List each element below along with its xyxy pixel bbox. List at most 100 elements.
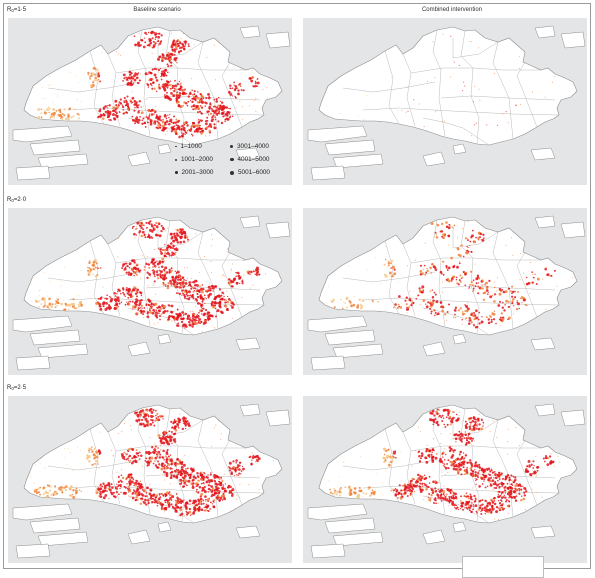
case-dot <box>450 280 453 282</box>
case-dot <box>180 106 183 109</box>
case-dot <box>416 484 419 486</box>
case-dot <box>142 310 146 313</box>
case-dot <box>213 427 215 429</box>
case-dot <box>141 38 143 41</box>
case-dot <box>430 501 432 503</box>
case-dot <box>169 494 171 496</box>
case-dot <box>237 474 239 475</box>
case-dot <box>170 127 172 129</box>
case-dot <box>119 292 122 295</box>
case-dot <box>48 484 51 487</box>
case-dot <box>221 298 224 301</box>
case-dot <box>164 95 167 99</box>
case-dot <box>198 311 200 314</box>
case-dot <box>467 250 470 253</box>
case-dot <box>160 273 162 275</box>
case-dot <box>175 285 179 289</box>
case-dot <box>131 259 135 263</box>
case-dot <box>452 465 454 467</box>
case-dot <box>453 309 457 312</box>
case-dot <box>167 466 169 469</box>
case-dot <box>104 494 108 497</box>
legend-dot <box>230 170 234 175</box>
case-dot <box>97 298 100 300</box>
case-dot <box>164 277 168 280</box>
case-dot <box>146 315 150 319</box>
case-dot <box>227 67 229 69</box>
case-dot <box>453 61 455 63</box>
case-dot <box>208 481 211 484</box>
offshore-landmass <box>452 143 467 155</box>
case-dot <box>449 424 451 426</box>
case-dot <box>132 491 135 494</box>
case-dot <box>145 226 148 229</box>
case-dot <box>143 419 145 421</box>
case-dot <box>196 288 198 290</box>
case-dot <box>226 290 228 292</box>
case-dot <box>160 34 163 37</box>
case-dot <box>176 85 178 87</box>
case-dot <box>526 465 529 468</box>
case-dot <box>134 460 137 463</box>
case-dot <box>120 491 122 494</box>
case-dot <box>136 267 140 271</box>
case-dot <box>444 495 447 498</box>
case-dot <box>173 115 175 118</box>
case-dot <box>131 496 135 500</box>
case-dot <box>155 68 158 71</box>
case-dot <box>169 460 171 462</box>
case-dot <box>478 88 480 90</box>
case-dot <box>500 481 504 485</box>
offshore-landmass <box>310 543 346 559</box>
case-dot <box>468 244 471 247</box>
case-dot <box>157 124 161 127</box>
case-dot <box>85 456 89 460</box>
case-dot <box>250 79 254 83</box>
case-dot <box>76 112 79 115</box>
case-dot <box>204 495 207 498</box>
district-boundary <box>410 67 541 74</box>
case-dot <box>210 304 213 307</box>
district-boundary <box>157 416 204 437</box>
district-boundary <box>516 61 538 128</box>
case-dot <box>153 87 156 90</box>
case-dot <box>132 225 135 228</box>
case-dot <box>213 298 215 300</box>
case-dot <box>535 283 538 286</box>
case-dot <box>462 276 464 278</box>
case-dot <box>38 300 41 302</box>
case-dot <box>92 268 95 271</box>
legend-item: 3001–4000 <box>230 143 269 150</box>
case-dot <box>183 236 187 239</box>
case-dot <box>155 453 158 456</box>
case-dot <box>96 454 99 457</box>
case-dot <box>213 479 217 483</box>
case-dot <box>445 416 448 419</box>
case-dot <box>193 93 196 96</box>
case-dot <box>126 483 128 485</box>
case-dot <box>238 83 241 86</box>
case-dot <box>113 117 116 120</box>
case-dot <box>421 476 424 479</box>
case-dot <box>393 298 395 300</box>
case-dot <box>150 489 153 492</box>
case-dot <box>142 422 145 426</box>
case-dot <box>164 57 168 60</box>
case-dot <box>489 470 492 473</box>
case-dot <box>207 285 211 289</box>
case-dot <box>214 301 218 305</box>
case-dot <box>175 503 177 505</box>
case-dot <box>488 473 492 477</box>
case-dot <box>162 449 165 453</box>
case-dot <box>431 409 435 413</box>
case-dot <box>248 484 250 486</box>
case-dot <box>425 303 427 305</box>
case-dot <box>467 237 469 239</box>
case-dot <box>507 318 509 321</box>
case-dot <box>154 261 157 264</box>
case-dot <box>166 127 168 129</box>
case-dot <box>425 487 428 491</box>
case-dot <box>419 478 423 482</box>
case-dot <box>511 285 514 288</box>
case-dot <box>197 317 200 319</box>
